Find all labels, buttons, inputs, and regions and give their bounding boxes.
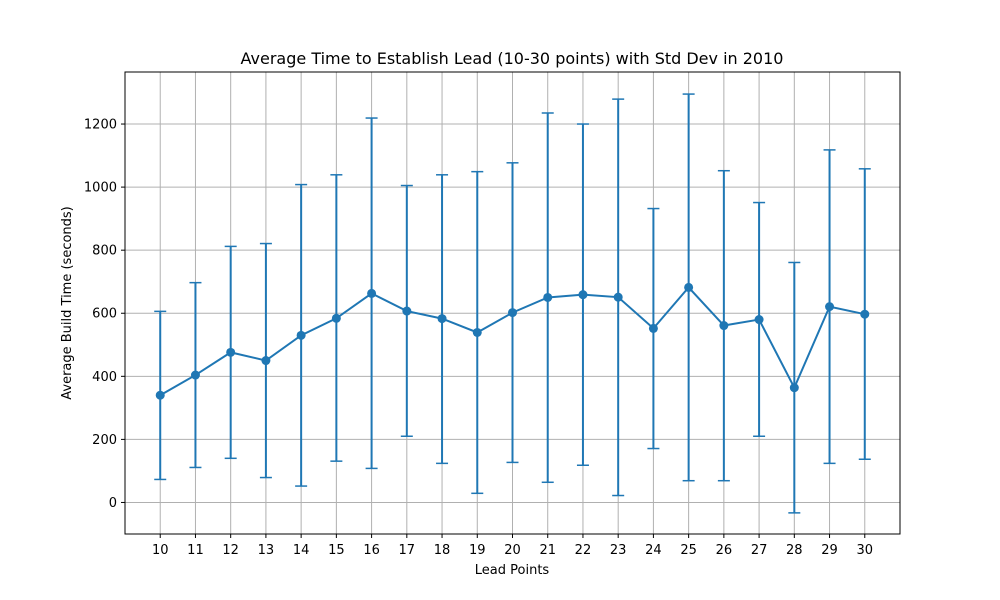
y-tick-label: 600 [92, 307, 117, 322]
x-tick-label: 29 [821, 543, 838, 558]
y-axis-ticks: 0 200 400 600 800 1000 1200 [84, 118, 125, 511]
chart-title: Average Time to Establish Lead (10-30 po… [241, 49, 784, 68]
data-point [261, 356, 271, 366]
data-point [367, 288, 377, 298]
data-point [613, 292, 623, 302]
x-tick-label: 26 [716, 543, 733, 558]
data-point [508, 308, 517, 318]
data-point [331, 313, 341, 323]
y-tick-label: 800 [92, 244, 117, 259]
x-tick-label: 16 [363, 543, 380, 558]
x-tick-label: 18 [434, 543, 451, 558]
x-tick-label: 27 [751, 543, 768, 558]
data-point [578, 290, 588, 300]
data-point [860, 309, 870, 319]
x-tick-label: 15 [328, 543, 345, 558]
data-point [155, 390, 165, 400]
x-tick-label: 22 [575, 543, 592, 558]
x-axis-label: Lead Points [475, 563, 550, 578]
data-point [226, 347, 236, 357]
x-tick-label: 14 [293, 543, 310, 558]
data-point [719, 321, 729, 331]
x-tick-label: 23 [610, 543, 627, 558]
data-points [155, 282, 870, 400]
y-tick-label: 200 [92, 433, 117, 448]
y-tick-label: 1000 [84, 181, 117, 196]
data-point [754, 315, 764, 325]
x-tick-label: 20 [504, 543, 521, 558]
x-tick-label: 24 [645, 543, 662, 558]
x-tick-label: 17 [399, 543, 416, 558]
data-point [684, 282, 694, 292]
y-axis-label: Average Build Time (seconds) [60, 206, 75, 400]
x-tick-label: 21 [539, 543, 556, 558]
x-tick-label: 28 [786, 543, 803, 558]
data-point [402, 306, 412, 316]
data-point [648, 323, 658, 333]
y-tick-label: 400 [92, 370, 117, 385]
data-point [437, 314, 447, 324]
data-point [789, 383, 799, 393]
y-tick-label: 1200 [84, 118, 117, 133]
y-tick-label: 0 [109, 496, 117, 511]
x-tick-label: 25 [680, 543, 697, 558]
data-point [543, 292, 553, 302]
data-point [190, 370, 200, 380]
x-tick-label: 30 [856, 543, 873, 558]
x-tick-label: 13 [258, 543, 275, 558]
data-point [472, 327, 482, 337]
x-tick-label: 19 [469, 543, 486, 558]
data-point [296, 330, 306, 340]
data-point [825, 302, 835, 312]
x-axis-ticks: 10 11 12 13 14 15 16 17 18 19 20 21 22 23 24 25 26 27 28 29… [152, 534, 873, 558]
x-tick-label: 11 [187, 543, 204, 558]
x-tick-label: 10 [152, 543, 169, 558]
x-tick-label: 12 [222, 543, 239, 558]
